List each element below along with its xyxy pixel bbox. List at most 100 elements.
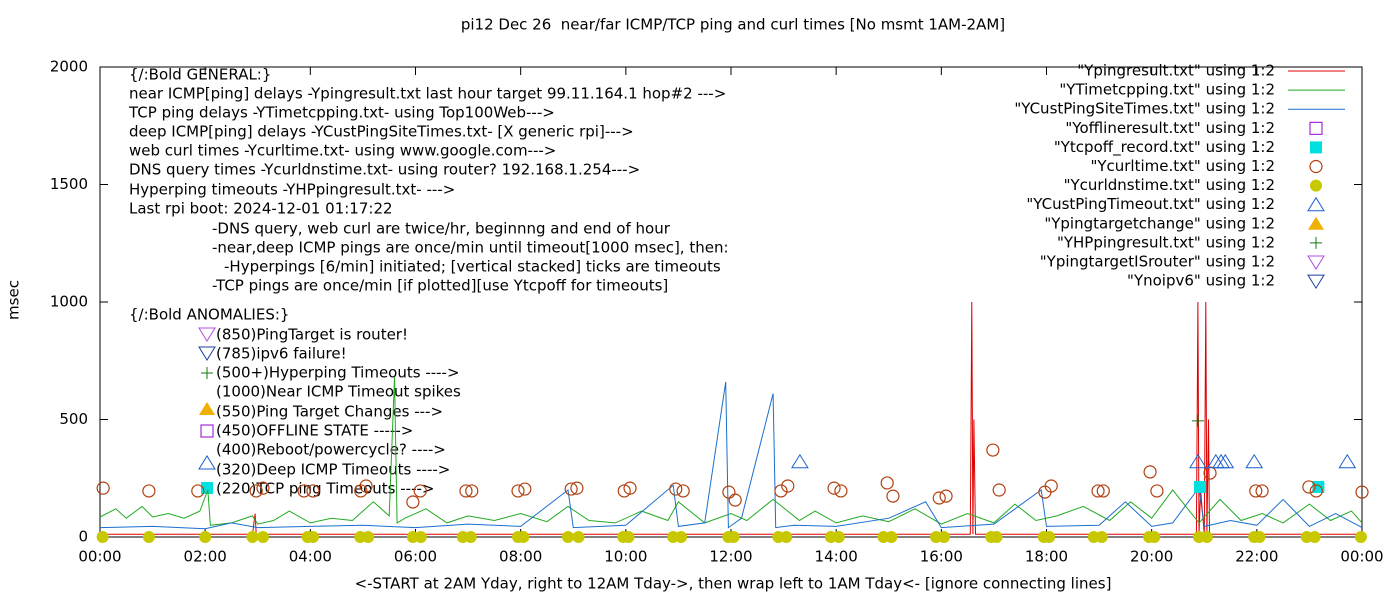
point xyxy=(414,531,427,543)
legend-swatch xyxy=(1307,274,1325,290)
annotation: DNS query times -Ycurldnstime.txt- using… xyxy=(129,161,640,179)
point xyxy=(675,531,688,543)
legend-label: "YTimetcpping.txt" using 1:2 xyxy=(1059,81,1275,99)
point xyxy=(992,483,1006,497)
annotation: deep ICMP[ping] delays -YCustPingSiteTim… xyxy=(129,123,634,141)
point xyxy=(622,531,635,543)
point xyxy=(1302,480,1316,494)
point xyxy=(886,489,900,503)
x-tick-label: 08:00 xyxy=(499,548,542,566)
annotation: -TCP pings are once/min [if plotted][use… xyxy=(212,277,668,295)
legend-swatch xyxy=(1307,196,1325,212)
point xyxy=(459,484,473,498)
annotation-icon xyxy=(199,402,215,415)
point xyxy=(464,531,477,543)
point xyxy=(1245,453,1264,469)
annotation-icon xyxy=(198,327,216,342)
y-tick-label: 1000 xyxy=(50,293,88,311)
point xyxy=(1309,484,1323,498)
annotation: (400)Reboot/powercycle? ----> xyxy=(216,441,446,459)
point xyxy=(781,479,795,493)
point xyxy=(937,531,950,543)
point xyxy=(832,531,845,543)
point xyxy=(939,489,953,503)
point xyxy=(1203,466,1217,480)
chart-title: pi12 Dec 26 near/far ICMP/TCP ping and c… xyxy=(461,16,1005,34)
point xyxy=(880,476,894,490)
point xyxy=(199,531,212,543)
point xyxy=(1253,531,1266,543)
x-tick-label: 14:00 xyxy=(815,548,858,566)
point xyxy=(561,531,574,543)
point xyxy=(362,531,375,543)
x-tick-label: 18:00 xyxy=(1025,548,1068,566)
y-tick-label: 500 xyxy=(59,410,88,428)
point xyxy=(354,484,368,498)
legend-label: "YHPpingresult.txt" using 1:2 xyxy=(1057,233,1275,251)
annotation: -DNS query, web curl are twice/hr, begin… xyxy=(212,220,671,238)
x-tick-label: 00:00 xyxy=(1340,548,1383,566)
point xyxy=(1096,484,1110,498)
point xyxy=(1216,453,1235,469)
point xyxy=(1355,485,1369,499)
point xyxy=(413,484,427,498)
legend-label: "YpingtargetISrouter" using 1:2 xyxy=(1040,253,1275,271)
point xyxy=(790,453,809,469)
point xyxy=(517,531,530,543)
legend-swatch xyxy=(1310,141,1322,154)
series-line xyxy=(99,377,1363,526)
point xyxy=(572,531,585,543)
x-tick-label: 22:00 xyxy=(1235,548,1278,566)
point xyxy=(1249,484,1263,498)
y-axis-label: msec xyxy=(5,280,23,320)
x-tick-label: 04:00 xyxy=(289,548,332,566)
point xyxy=(932,491,946,505)
annotation-icon xyxy=(201,367,213,379)
x-tick-label: 20:00 xyxy=(1130,548,1173,566)
point xyxy=(257,531,270,543)
annotation: -near,deep ICMP pings are once/min until… xyxy=(212,239,729,257)
x-tick-label: 16:00 xyxy=(920,548,963,566)
legend-label: "Ycurldnstime.txt" using 1:2 xyxy=(1064,176,1275,194)
point xyxy=(669,482,683,496)
point xyxy=(722,485,736,499)
point xyxy=(986,443,1000,457)
legend-label: "Yofflineresult.txt" using 1:2 xyxy=(1065,119,1275,137)
annotation-icon xyxy=(198,455,216,470)
legend-swatch xyxy=(1309,159,1323,174)
point xyxy=(1091,484,1105,498)
legend-label: "Ycurltime.txt" using 1:2 xyxy=(1090,157,1275,175)
point xyxy=(1150,484,1164,498)
point xyxy=(1043,531,1056,543)
point xyxy=(191,484,205,498)
point xyxy=(727,531,740,543)
point xyxy=(96,531,109,543)
point xyxy=(780,531,793,543)
point xyxy=(518,482,532,496)
annotation: (450)OFFLINE STATE -----> xyxy=(216,422,413,440)
legend-label: "YCustPingTimeout.txt" using 1:2 xyxy=(1026,195,1275,213)
point xyxy=(142,484,156,498)
legend-label: "YCustPingSiteTimes.txt" using 1:2 xyxy=(1014,100,1275,118)
point xyxy=(1095,531,1108,543)
x-tick-label: 02:00 xyxy=(184,548,227,566)
point xyxy=(1191,414,1204,427)
point xyxy=(1200,531,1213,543)
y-tick-label: 0 xyxy=(78,528,88,546)
point xyxy=(623,481,637,495)
point xyxy=(1255,484,1269,498)
point xyxy=(564,482,578,496)
point xyxy=(570,481,584,495)
point xyxy=(1189,453,1207,469)
point xyxy=(359,479,373,493)
point xyxy=(827,481,841,495)
x-axis-label: <-START at 2AM Yday, right to 12AM Tday-… xyxy=(355,575,1112,593)
legend-label: "Ytcpoff_record.txt" using 1:2 xyxy=(1054,138,1275,157)
annotation: web curl times -Ycurltime.txt- using www… xyxy=(129,142,556,160)
annotation: TCP ping delays -YTimetcpping.txt- using… xyxy=(128,104,555,122)
point xyxy=(1338,453,1357,469)
point xyxy=(834,484,848,498)
point xyxy=(1312,480,1325,493)
x-tick-label: 10:00 xyxy=(604,548,647,566)
